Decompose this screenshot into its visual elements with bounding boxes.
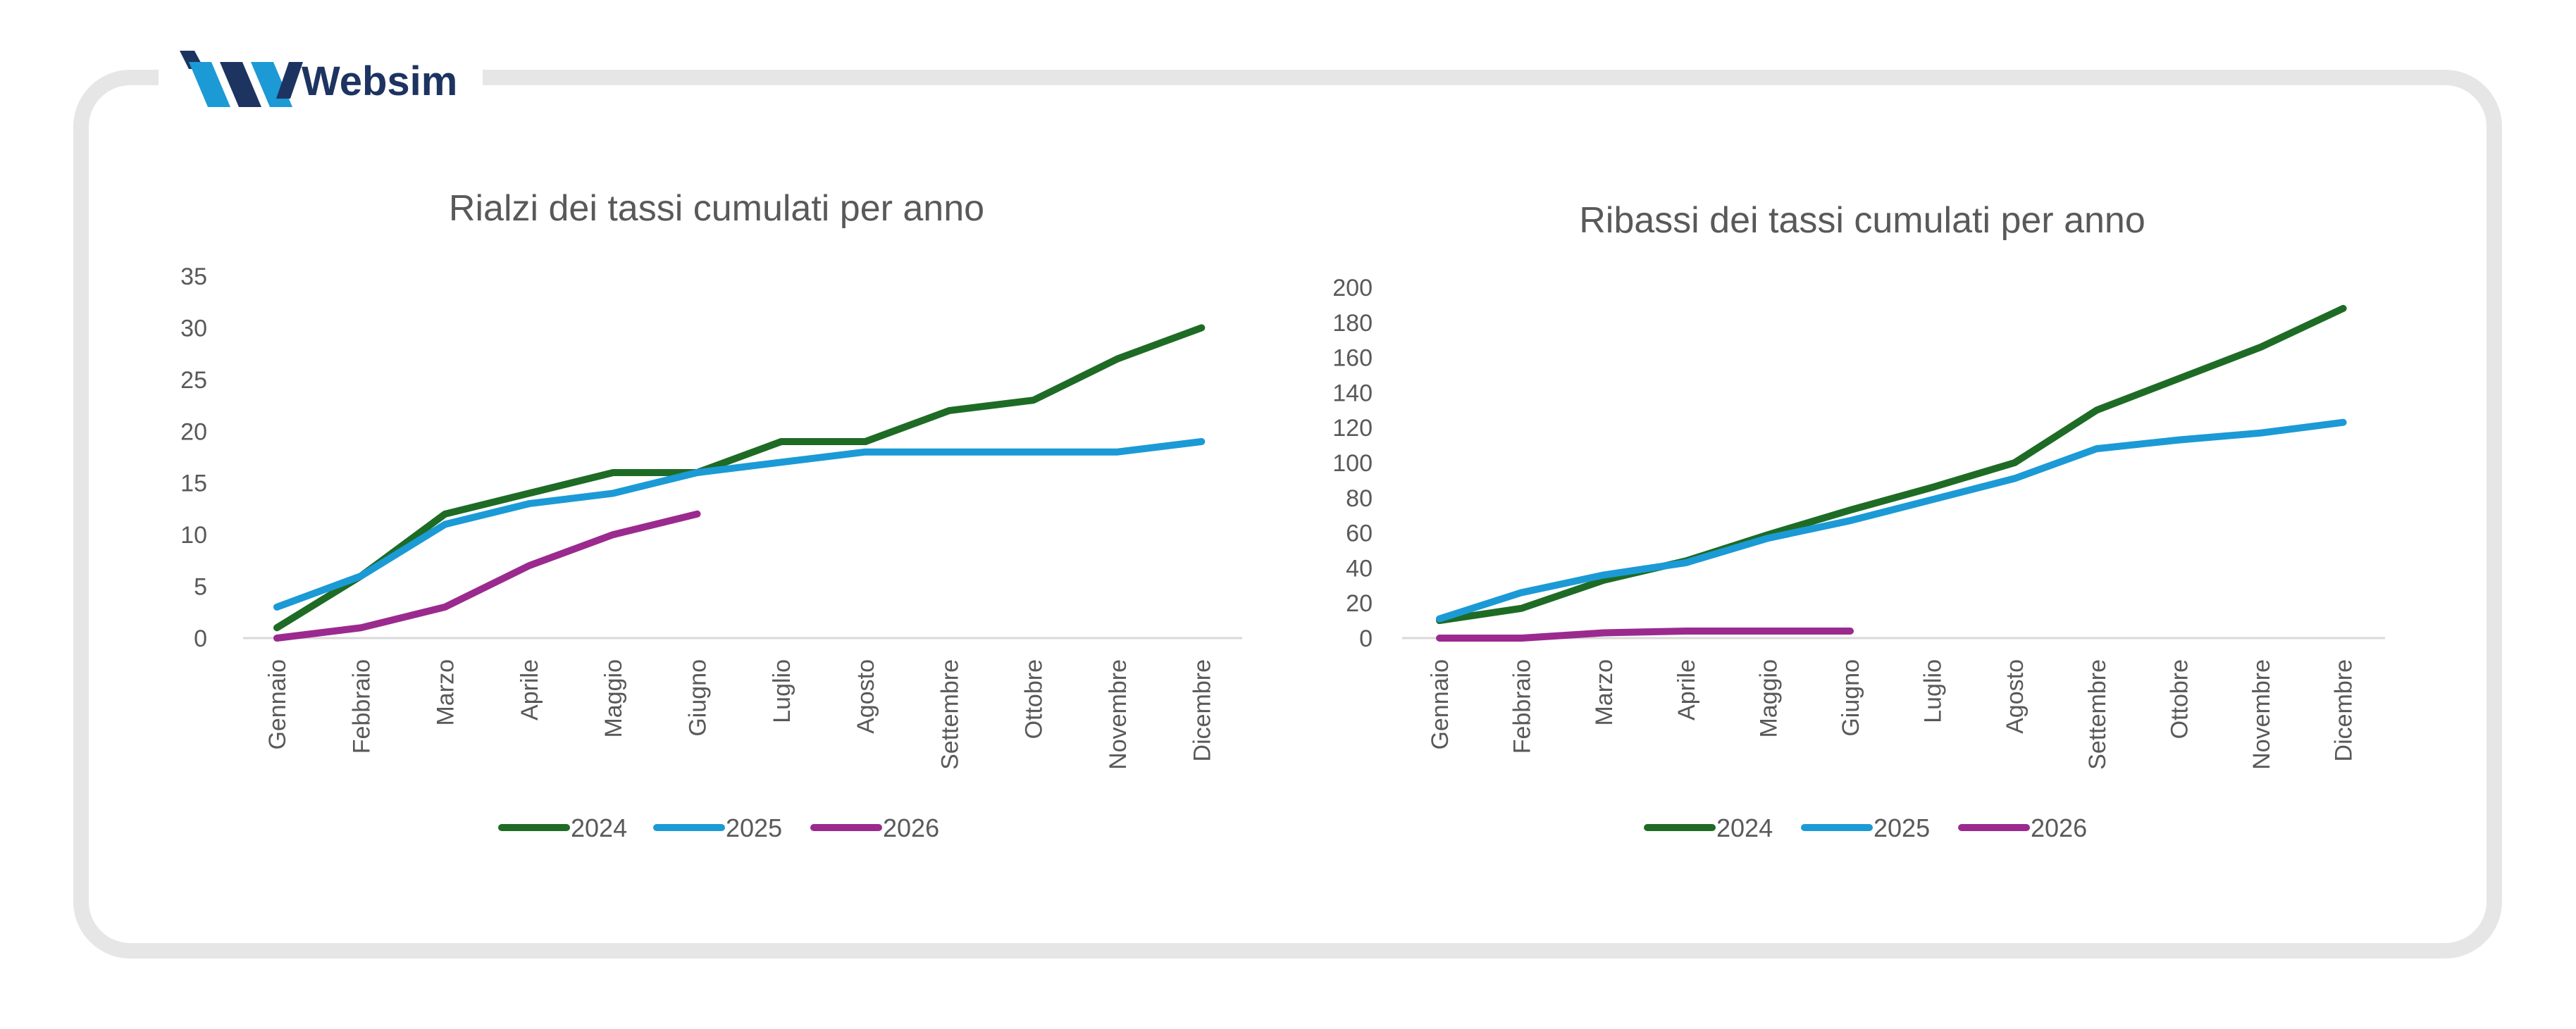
legend-label-2026: 2026 [883,813,939,842]
y-tick-label: 140 [1332,380,1373,406]
x-tick-label: Gennaio [264,659,291,750]
x-tick-label: Febbraio [1509,659,1536,754]
x-tick-label: Agosto [853,659,879,734]
x-tick-label: Marzo [433,659,459,725]
legend-label-2026: 2026 [2031,813,2087,842]
y-tick-label: 0 [194,625,207,652]
x-tick-label: Maggio [600,659,627,738]
x-tick-label: Giugno [685,659,712,737]
legend-label-2024: 2024 [571,813,627,842]
legend-label-2025: 2025 [726,813,782,842]
y-tick-label: 35 [180,263,207,290]
series-line-2024 [273,324,1206,632]
logo-mark-w1 [189,62,230,107]
chart-title: Ribassi dei tassi cumulati per anno [1579,200,2145,241]
series-line-2024 [1436,304,2347,625]
y-tick-label: 20 [1346,590,1373,617]
x-tick-label: Settembre [2084,659,2111,770]
chart-rialzi: Rialzi dei tassi cumulati per anno 0 5 10 15… [180,188,1242,842]
logo-mark-w2 [220,62,261,107]
x-tick-label: Marzo [1591,659,1618,725]
y-tick-label: 30 [180,315,207,342]
logo-mark-right [276,62,303,99]
series-line-2026 [1436,628,1854,642]
x-tick-label: Luglio [1920,659,1947,723]
y-tick-label: 10 [180,522,207,549]
y-tick-label: 120 [1332,415,1373,442]
y-tick-label: 0 [1359,625,1373,652]
x-tick-label: Luglio [769,659,795,723]
y-tick-label: 20 [180,418,207,445]
y-tick-label: 200 [1332,275,1373,301]
chart-ribassi: Ribassi dei tassi cumulati per anno 0 20 40… [1332,200,2385,842]
x-tick-label: Dicembre [1189,659,1215,761]
series-line-2025 [1436,418,2347,623]
x-tick-label: Settembre [936,659,963,770]
panel-frame [73,70,2502,959]
x-tick-label: Maggio [1755,659,1782,738]
websim-logo: Websim [180,51,457,107]
y-tick-label: 180 [1332,310,1373,337]
y-tick-label: 80 [1346,485,1373,512]
x-tick-label: Gennaio [1427,659,1454,750]
x-tick-label: Ottobre [2166,659,2193,739]
y-tick-label: 15 [180,470,207,497]
x-tick-label: Aprile [1673,659,1700,721]
x-tick-label: Aprile [516,659,543,721]
x-tick-label: Febbraio [348,659,375,754]
legend-label-2024: 2024 [1716,813,1773,842]
series-line-2025 [273,438,1206,611]
y-tick-label: 25 [180,367,207,394]
x-tick-label: Giugno [1838,659,1864,737]
x-tick-label: Novembre [2248,659,2275,770]
brand-name: Websim [302,58,457,104]
x-tick-label: Novembre [1105,659,1132,770]
series-line-2026 [273,510,701,642]
legend-label-2025: 2025 [1874,813,1930,842]
y-tick-label: 100 [1332,450,1373,477]
chart-title: Rialzi dei tassi cumulati per anno [449,188,984,229]
x-tick-label: Agosto [2002,659,2029,734]
x-tick-label: Ottobre [1021,659,1048,739]
y-tick-label: 5 [194,574,207,601]
y-tick-label: 60 [1346,520,1373,547]
y-tick-label: 40 [1346,555,1373,582]
y-tick-label: 160 [1332,345,1373,372]
x-tick-label: Dicembre [2331,659,2358,761]
